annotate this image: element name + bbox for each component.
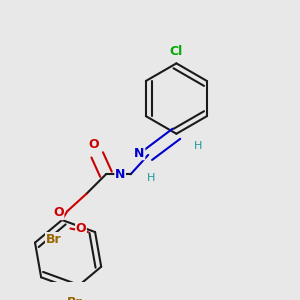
Text: N: N xyxy=(134,147,145,160)
Text: Br: Br xyxy=(46,232,61,246)
Text: O: O xyxy=(53,206,64,220)
Text: H: H xyxy=(194,141,202,151)
Text: Br: Br xyxy=(66,296,82,300)
Text: H: H xyxy=(146,173,155,183)
Text: O: O xyxy=(76,222,86,235)
Text: Cl: Cl xyxy=(170,45,183,58)
Text: O: O xyxy=(88,138,99,152)
Text: N: N xyxy=(115,168,125,181)
